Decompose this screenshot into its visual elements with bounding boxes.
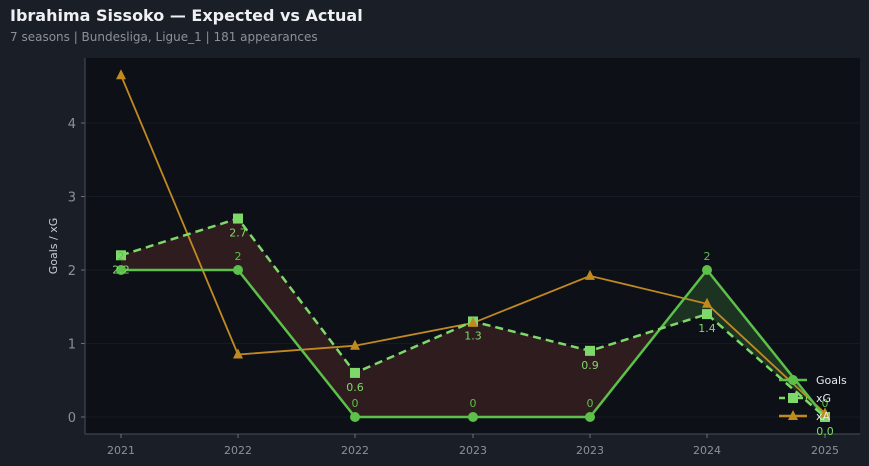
xa-marker <box>820 407 830 418</box>
xa-marker <box>116 69 126 80</box>
xg-data-label: 0.9 <box>581 359 599 372</box>
legend-marker <box>788 410 798 420</box>
xa-marker <box>350 339 360 350</box>
legend-marker <box>788 393 798 403</box>
goals-marker <box>233 265 243 275</box>
xg-marker <box>350 367 360 378</box>
x-tick-label: 2023 <box>459 444 487 457</box>
xg-data-label: 2.7 <box>229 227 247 240</box>
goals-data-label: 2 <box>118 250 125 263</box>
chart-title: Ibrahima Sissoko — Expected vs Actual <box>10 6 363 25</box>
goals-marker <box>116 265 126 275</box>
x-tick-label: 2025 <box>811 444 839 457</box>
goals-data-label: 0 <box>587 397 594 410</box>
x-tick-label: 2023 <box>576 444 604 457</box>
xg-marker <box>585 345 595 356</box>
legend-label: xG <box>816 392 831 405</box>
fill-area <box>473 321 590 417</box>
xg-data-label: 0.6 <box>346 381 364 394</box>
y-tick-label: 3 <box>68 191 76 206</box>
goals-data-label: 0 <box>822 397 829 410</box>
y-tick-label: 1 <box>68 338 76 353</box>
y-tick-label: 0 <box>68 411 76 426</box>
xg-data-label: 1.4 <box>698 322 716 335</box>
y-tick-label: 2 <box>68 264 76 279</box>
x-tick-label: 2022 <box>341 444 369 457</box>
y-axis-label: Goals / xG <box>47 218 60 275</box>
fill-area <box>238 218 355 417</box>
goals-data-label: 0 <box>352 397 359 410</box>
legend-marker <box>788 375 798 385</box>
goals-data-label: 0 <box>470 397 477 410</box>
xa-marker <box>468 316 478 327</box>
x-tick-label: 2021 <box>107 444 135 457</box>
xg-marker <box>702 309 712 320</box>
xa-marker <box>585 269 595 280</box>
legend-label: xA <box>816 410 831 423</box>
goals-marker <box>585 412 595 422</box>
goals-data-label: 2 <box>235 250 242 263</box>
xg-marker <box>116 250 126 261</box>
y-tick-label: 4 <box>68 117 76 132</box>
chart-subtitle: 7 seasons | Bundesliga, Ligue_1 | 181 ap… <box>10 30 318 44</box>
goals-marker <box>468 412 478 422</box>
x-tick-label: 2022 <box>224 444 252 457</box>
x-tick-label: 2024 <box>693 444 721 457</box>
xg-marker <box>233 213 243 224</box>
goals-data-label: 2 <box>704 250 711 263</box>
xa-marker <box>702 297 712 308</box>
xg-data-label: 0.0 <box>816 425 834 438</box>
fill-area <box>355 321 473 417</box>
xa-marker <box>233 348 243 359</box>
goals-marker <box>702 265 712 275</box>
xg-data-label: 2.2 <box>112 263 130 276</box>
fill-area <box>121 218 238 270</box>
legend-label: Goals <box>816 374 847 387</box>
goals-marker <box>350 412 360 422</box>
xg-data-label: 1.3 <box>464 329 482 342</box>
